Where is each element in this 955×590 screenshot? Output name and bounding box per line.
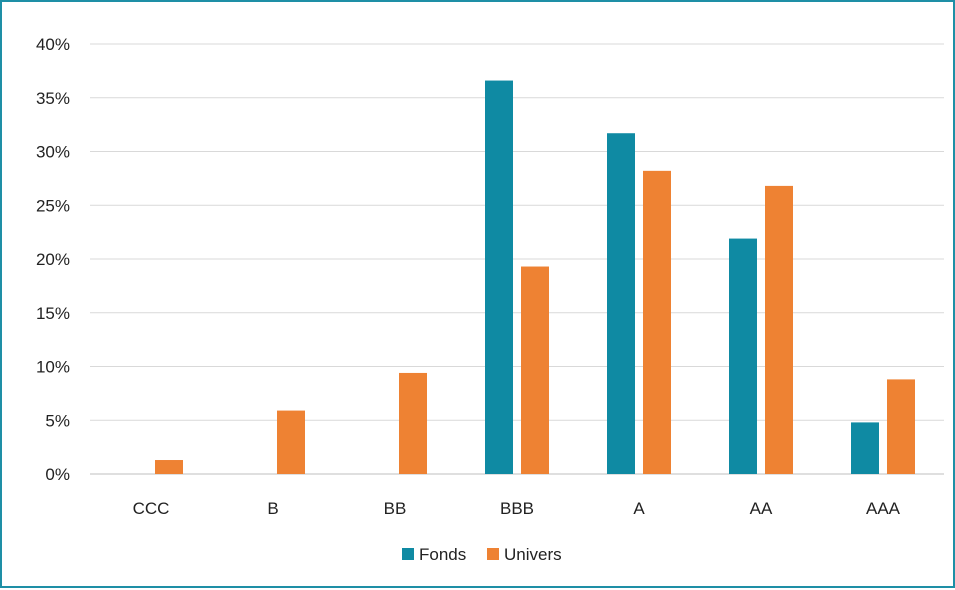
x-tick-label: A bbox=[633, 499, 645, 518]
y-tick-label: 5% bbox=[45, 411, 70, 430]
x-axis-ticks: CCC B BB BBB A AA AAA bbox=[133, 499, 901, 518]
y-axis-ticks: 0% 5% 10% 15% 20% 25% 30% 35% 40% bbox=[36, 35, 70, 484]
legend-label-univers: Univers bbox=[504, 545, 562, 564]
x-tick-label: B bbox=[267, 499, 278, 518]
legend: Fonds Univers bbox=[402, 545, 562, 564]
x-tick-label: CCC bbox=[133, 499, 170, 518]
legend-swatch-fonds bbox=[402, 548, 414, 560]
bar-univers-aaa bbox=[887, 379, 915, 474]
y-tick-label: 30% bbox=[36, 143, 70, 162]
gridlines bbox=[90, 43, 944, 475]
bar-univers-ccc bbox=[155, 460, 183, 474]
bar-fonds-aa bbox=[729, 238, 757, 474]
x-tick-label: BB bbox=[384, 499, 407, 518]
y-tick-label: 35% bbox=[36, 89, 70, 108]
y-tick-label: 25% bbox=[36, 196, 70, 215]
legend-label-fonds: Fonds bbox=[419, 545, 466, 564]
bar-univers-aa bbox=[765, 185, 793, 474]
bar-fonds-a bbox=[607, 133, 635, 474]
bars bbox=[155, 80, 915, 475]
legend-swatch-univers bbox=[487, 548, 499, 560]
bar-fonds-aaa bbox=[851, 422, 879, 474]
y-tick-label: 15% bbox=[36, 304, 70, 323]
bar-univers-a bbox=[643, 170, 671, 474]
bar-univers-bbb bbox=[521, 266, 549, 474]
bar-fonds-bbb bbox=[485, 80, 513, 475]
y-tick-label: 0% bbox=[45, 465, 70, 484]
y-tick-label: 10% bbox=[36, 358, 70, 377]
x-tick-label: AAA bbox=[866, 499, 901, 518]
bar-univers-b bbox=[277, 410, 305, 474]
x-tick-label: BBB bbox=[500, 499, 534, 518]
y-tick-label: 20% bbox=[36, 250, 70, 269]
bar-univers-bb bbox=[399, 372, 427, 474]
y-tick-label: 40% bbox=[36, 35, 70, 54]
x-tick-label: AA bbox=[750, 499, 773, 518]
